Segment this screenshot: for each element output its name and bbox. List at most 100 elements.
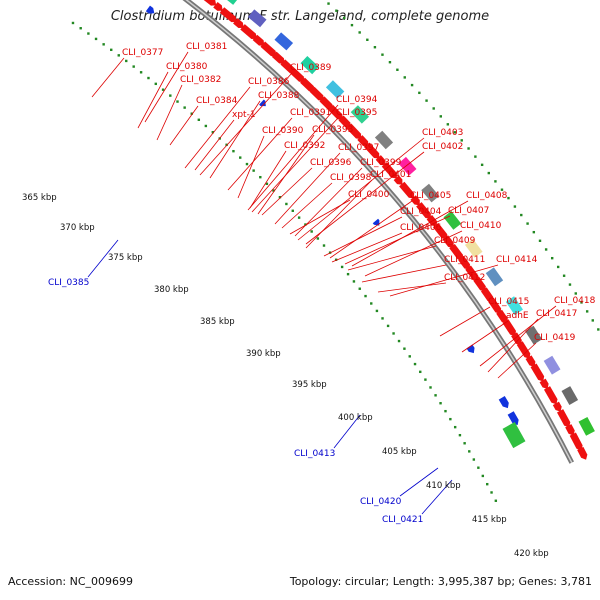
reverse-gene-arrow <box>259 99 266 107</box>
inner-tick <box>87 32 90 35</box>
outer-tick <box>500 188 504 191</box>
outer-tick <box>513 205 517 208</box>
inner-tick <box>490 491 493 494</box>
gene-label: CLI_0390 <box>262 126 304 136</box>
inner-tick <box>117 54 120 57</box>
outer-tick <box>538 239 542 242</box>
forward-gene-arrow <box>309 86 324 101</box>
gene-label: CLI_0419 <box>534 333 576 343</box>
forward-gene-arrow <box>319 96 333 110</box>
cog-feature-block <box>398 156 417 176</box>
label-leader <box>329 200 413 259</box>
forward-gene-arrow <box>381 161 397 179</box>
forward-gene-arrow <box>416 202 431 219</box>
outer-tick <box>480 163 484 167</box>
gene-label: CLI_0407 <box>448 206 489 216</box>
kbp-tick-label: 390 kbp <box>246 349 281 359</box>
inner-tick <box>297 216 301 219</box>
label-leader <box>87 239 119 278</box>
inner-tick <box>419 370 422 374</box>
inner-tick <box>364 294 367 298</box>
outer-tick <box>453 131 457 134</box>
outer-tick <box>520 213 523 217</box>
label-leader <box>91 57 125 98</box>
kbp-tick-label: 365 kbp <box>22 193 57 203</box>
cog-feature-block <box>505 296 524 316</box>
gene-label: CLI_0397 <box>338 143 379 153</box>
outer-tick <box>439 115 442 118</box>
forward-gene-arrow <box>577 446 588 460</box>
label-leader <box>479 305 557 367</box>
gene-label: CLI_0413 <box>294 449 335 459</box>
inner-tick <box>352 280 356 283</box>
forward-gene-arrow <box>432 222 448 240</box>
outer-tick <box>544 248 548 251</box>
inner-tick <box>291 209 294 212</box>
inner-tick <box>334 258 338 261</box>
inner-tick <box>358 287 361 290</box>
kbp-tick-label: 410 kbp <box>426 481 461 491</box>
label-leader <box>247 104 339 211</box>
forward-gene-arrow <box>357 135 369 147</box>
outer-tick <box>403 76 406 79</box>
inner-tick <box>183 106 186 109</box>
cog-feature-block <box>561 386 579 405</box>
forward-gene-arrow <box>346 123 362 140</box>
gene-label: CLI_0384 <box>196 96 238 106</box>
outer-tick <box>358 31 361 34</box>
label-leader <box>461 320 509 353</box>
inner-tick <box>381 317 384 320</box>
gene-label: CLI_0403 <box>422 128 463 138</box>
forward-gene-arrow <box>557 409 571 428</box>
forward-gene-arrow <box>458 255 471 270</box>
label-leader <box>389 264 499 297</box>
inner-tick <box>386 324 390 328</box>
inner-tick <box>110 48 113 52</box>
outer-tick <box>574 292 577 295</box>
outer-tick <box>343 16 346 20</box>
forward-gene-arrow <box>199 0 217 6</box>
forward-gene-arrow <box>569 432 583 451</box>
kbp-tick-label: 370 kbp <box>60 223 95 233</box>
gene-label: CLI_0404 <box>400 207 442 217</box>
gene-label: xpt-1 <box>232 110 256 120</box>
outer-tick <box>507 196 510 200</box>
reverse-gene-arrow <box>507 411 519 426</box>
inner-tick <box>346 272 350 276</box>
label-leader <box>249 150 287 209</box>
forward-gene-arrow <box>543 386 558 405</box>
label-leader <box>351 200 469 267</box>
gene-label: CLI_0399 <box>360 158 402 168</box>
label-leader <box>421 479 453 515</box>
forward-gene-arrow <box>240 24 257 39</box>
kbp-tick-label: 375 kbp <box>108 253 143 263</box>
inner-tick <box>211 130 215 134</box>
cog-feature-block <box>350 105 370 124</box>
kbp-ruler: 365 kbp 370 kbp 375 kbp 380 kbp 385 kbp 390 k… <box>22 193 549 559</box>
outer-tick <box>381 53 384 56</box>
outer-tick <box>373 46 377 49</box>
inner-tick <box>285 202 288 206</box>
forward-gene-arrow <box>364 142 380 159</box>
outer-tick <box>568 283 572 286</box>
inner-tick <box>434 394 437 397</box>
gene-label: CLI_0391 <box>290 108 331 118</box>
inner-tick <box>463 442 466 445</box>
inner-tick <box>71 21 75 25</box>
inner-tick <box>458 433 462 437</box>
outer-tick <box>460 139 463 142</box>
forward-gene-arrow <box>552 401 562 412</box>
label-leader <box>439 306 491 337</box>
outer-tick <box>418 91 421 95</box>
gene-label: CLI_0395 <box>336 108 377 118</box>
inner-tick <box>190 112 193 115</box>
label-leaders <box>87 51 557 515</box>
gene-label: CLI_0408 <box>466 191 508 201</box>
inner-tick <box>494 499 498 502</box>
inner-tick <box>304 223 307 226</box>
inner-tick <box>176 100 179 103</box>
outer-tick <box>532 230 536 234</box>
gene-label: CLI_0409 <box>434 236 476 246</box>
inner-tick <box>278 195 282 199</box>
inner-tick <box>439 402 442 405</box>
